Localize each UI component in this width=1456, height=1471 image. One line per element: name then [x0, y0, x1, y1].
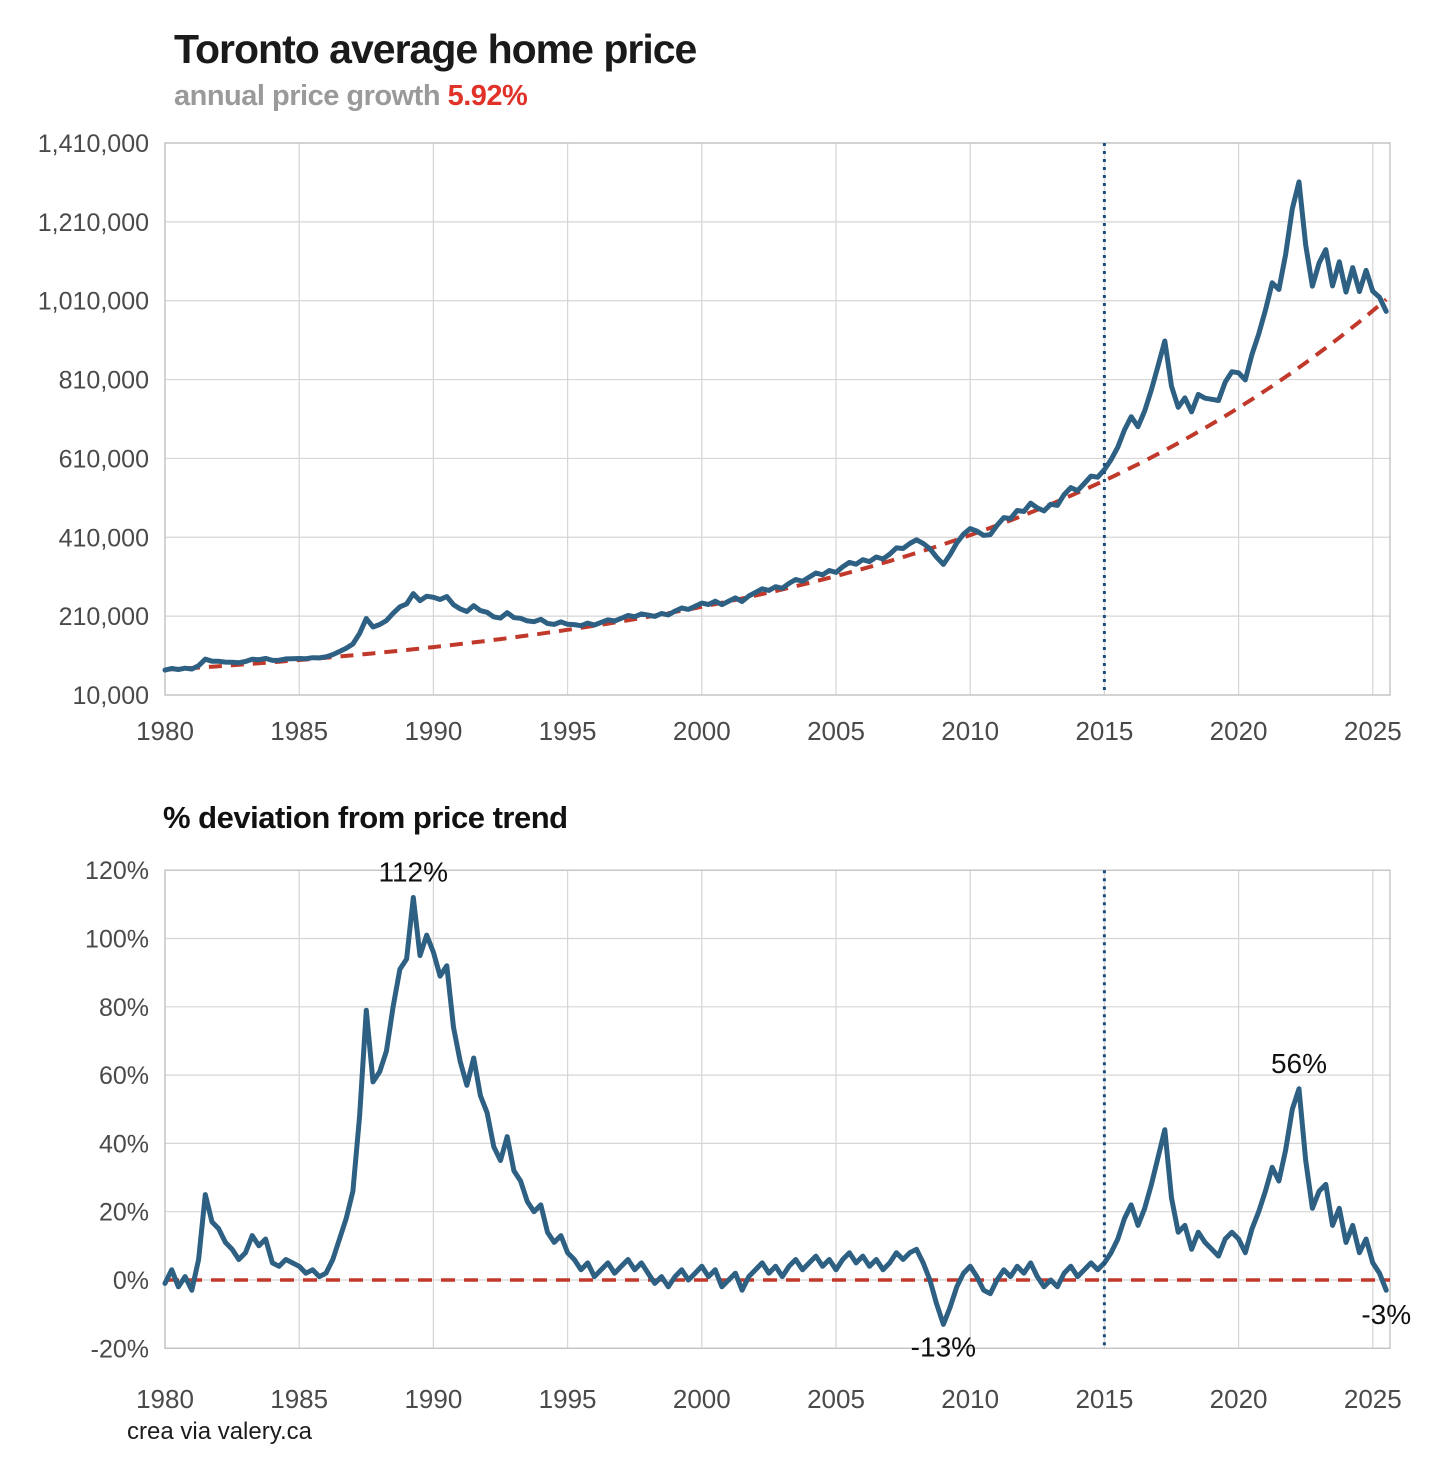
x-tick-label: 2025: [1344, 1384, 1402, 1414]
x-tick-label: 1985: [270, 716, 328, 746]
y-tick-label: 60%: [99, 1062, 149, 1090]
annotation-56pct: 56%: [1271, 1048, 1327, 1079]
y-tick-label: 210,000: [59, 603, 149, 631]
average-price-line: [162, 179, 1389, 673]
x-tick-label: 1980: [136, 716, 194, 746]
y-tick-label: 80%: [99, 994, 149, 1022]
y-tick-label: -20%: [91, 1335, 149, 1363]
y-tick-label: 10,000: [73, 682, 149, 710]
x-tick-label: 2020: [1210, 716, 1268, 746]
y-tick-label: 1,010,000: [38, 288, 149, 316]
plot-frame: [164, 142, 1391, 696]
x-tick-label: 2015: [1075, 716, 1133, 746]
x-tick-label: 2005: [807, 1384, 865, 1414]
annotation-112pct: 112%: [378, 857, 448, 888]
x-tick-label: 1990: [404, 716, 462, 746]
x-tick-label: 2000: [673, 716, 731, 746]
deviation-chart-title: % deviation from price trend: [163, 800, 568, 835]
x-tick-label: 2015: [1075, 1384, 1133, 1414]
x-tick-label: 1990: [404, 1384, 462, 1414]
plot-frame: [164, 869, 1391, 1350]
x-tick-label: 1995: [539, 716, 597, 746]
x-tick-label: 1980: [136, 1384, 194, 1414]
chart-header: Toronto average home price annual price …: [174, 26, 697, 113]
y-tick-label: 1,410,000: [38, 130, 149, 158]
y-tick-label: 610,000: [59, 445, 149, 473]
subtitle-growth-value: 5.92%: [447, 80, 528, 113]
x-tick-label: 2025: [1344, 716, 1402, 746]
price-trend-dashed-line: [164, 297, 1388, 672]
x-tick-label: 2020: [1210, 1384, 1268, 1414]
x-tick-label: 1985: [270, 1384, 328, 1414]
deviation-line: [162, 895, 1389, 1327]
chart-subtitle: annual price growth 5.92%: [174, 80, 696, 113]
y-tick-label: 100%: [85, 926, 149, 954]
y-tick-label: 810,000: [59, 367, 149, 395]
y-tick-label: 0%: [113, 1267, 149, 1295]
annotation--13pct: -13%: [911, 1331, 976, 1362]
x-tick-label: 2010: [941, 716, 999, 746]
x-tick-label: 2000: [673, 1384, 731, 1414]
y-tick-label: 410,000: [59, 524, 149, 552]
y-tick-label: 120%: [85, 857, 149, 885]
x-tick-label: 1995: [539, 1384, 597, 1414]
x-tick-label: 2010: [941, 1384, 999, 1414]
y-tick-label: 20%: [99, 1199, 149, 1227]
y-tick-label: 40%: [99, 1130, 149, 1158]
source-attribution: crea via valery.ca: [127, 1418, 312, 1445]
x-tick-label: 2005: [807, 716, 865, 746]
y-tick-label: 1,210,000: [38, 209, 149, 237]
subtitle-label: annual price growth: [174, 80, 448, 113]
annotation--3pct: -3%: [1361, 1299, 1411, 1330]
page-title: Toronto average home price: [174, 26, 697, 72]
